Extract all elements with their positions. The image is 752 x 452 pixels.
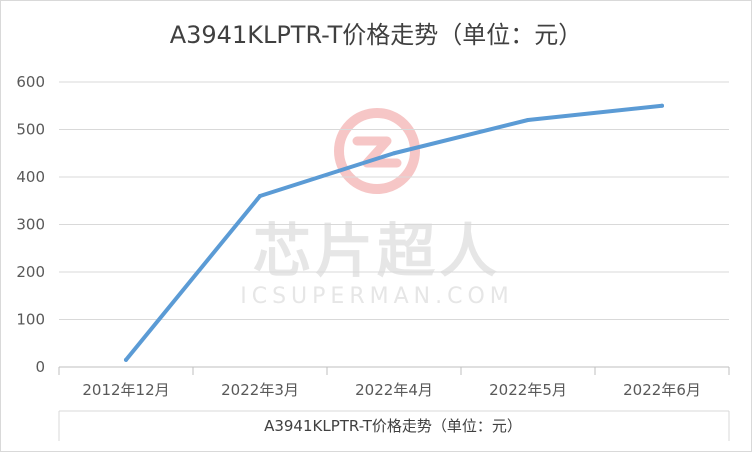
- y-axis-ticks: 0 100 200 300 400 500 600: [16, 73, 45, 376]
- y-tick-label: 200: [16, 263, 45, 281]
- chart-title: A3941KLPTR-T价格走势（单位：元）: [169, 21, 583, 49]
- y-tick-label: 0: [35, 358, 45, 376]
- x-tick-label: 2022年3月: [221, 381, 299, 399]
- data-point: [392, 151, 396, 156]
- y-tick-label: 500: [16, 121, 45, 139]
- watermark-text: 芯片超人: [253, 217, 501, 285]
- grid-lines: [58, 81, 730, 375]
- watermark-subtext: ICSUPERMAN.COM: [240, 284, 514, 309]
- x-tick-label: 2022年6月: [623, 381, 701, 399]
- watermark-logo-icon: [334, 108, 420, 194]
- x-axis-ticks: 2012年12月 2022年3月 2022年4月 2022年5月 2022年6月: [82, 381, 700, 399]
- data-point: [660, 103, 664, 108]
- x-tick-label: 2022年4月: [355, 381, 433, 399]
- x-axis-label: A3941KLPTR-T价格走势（单位：元）: [264, 417, 522, 435]
- x-tick-label: 2022年5月: [489, 381, 567, 399]
- y-tick-label: 400: [16, 168, 45, 186]
- data-point: [526, 118, 530, 122]
- data-point: [124, 357, 128, 362]
- y-tick-label: 300: [16, 216, 45, 234]
- y-tick-label: 100: [16, 311, 45, 329]
- data-point: [258, 194, 262, 198]
- series-layer: [124, 103, 664, 362]
- y-tick-label: 600: [16, 73, 45, 91]
- x-tick-label: 2012年12月: [82, 381, 169, 399]
